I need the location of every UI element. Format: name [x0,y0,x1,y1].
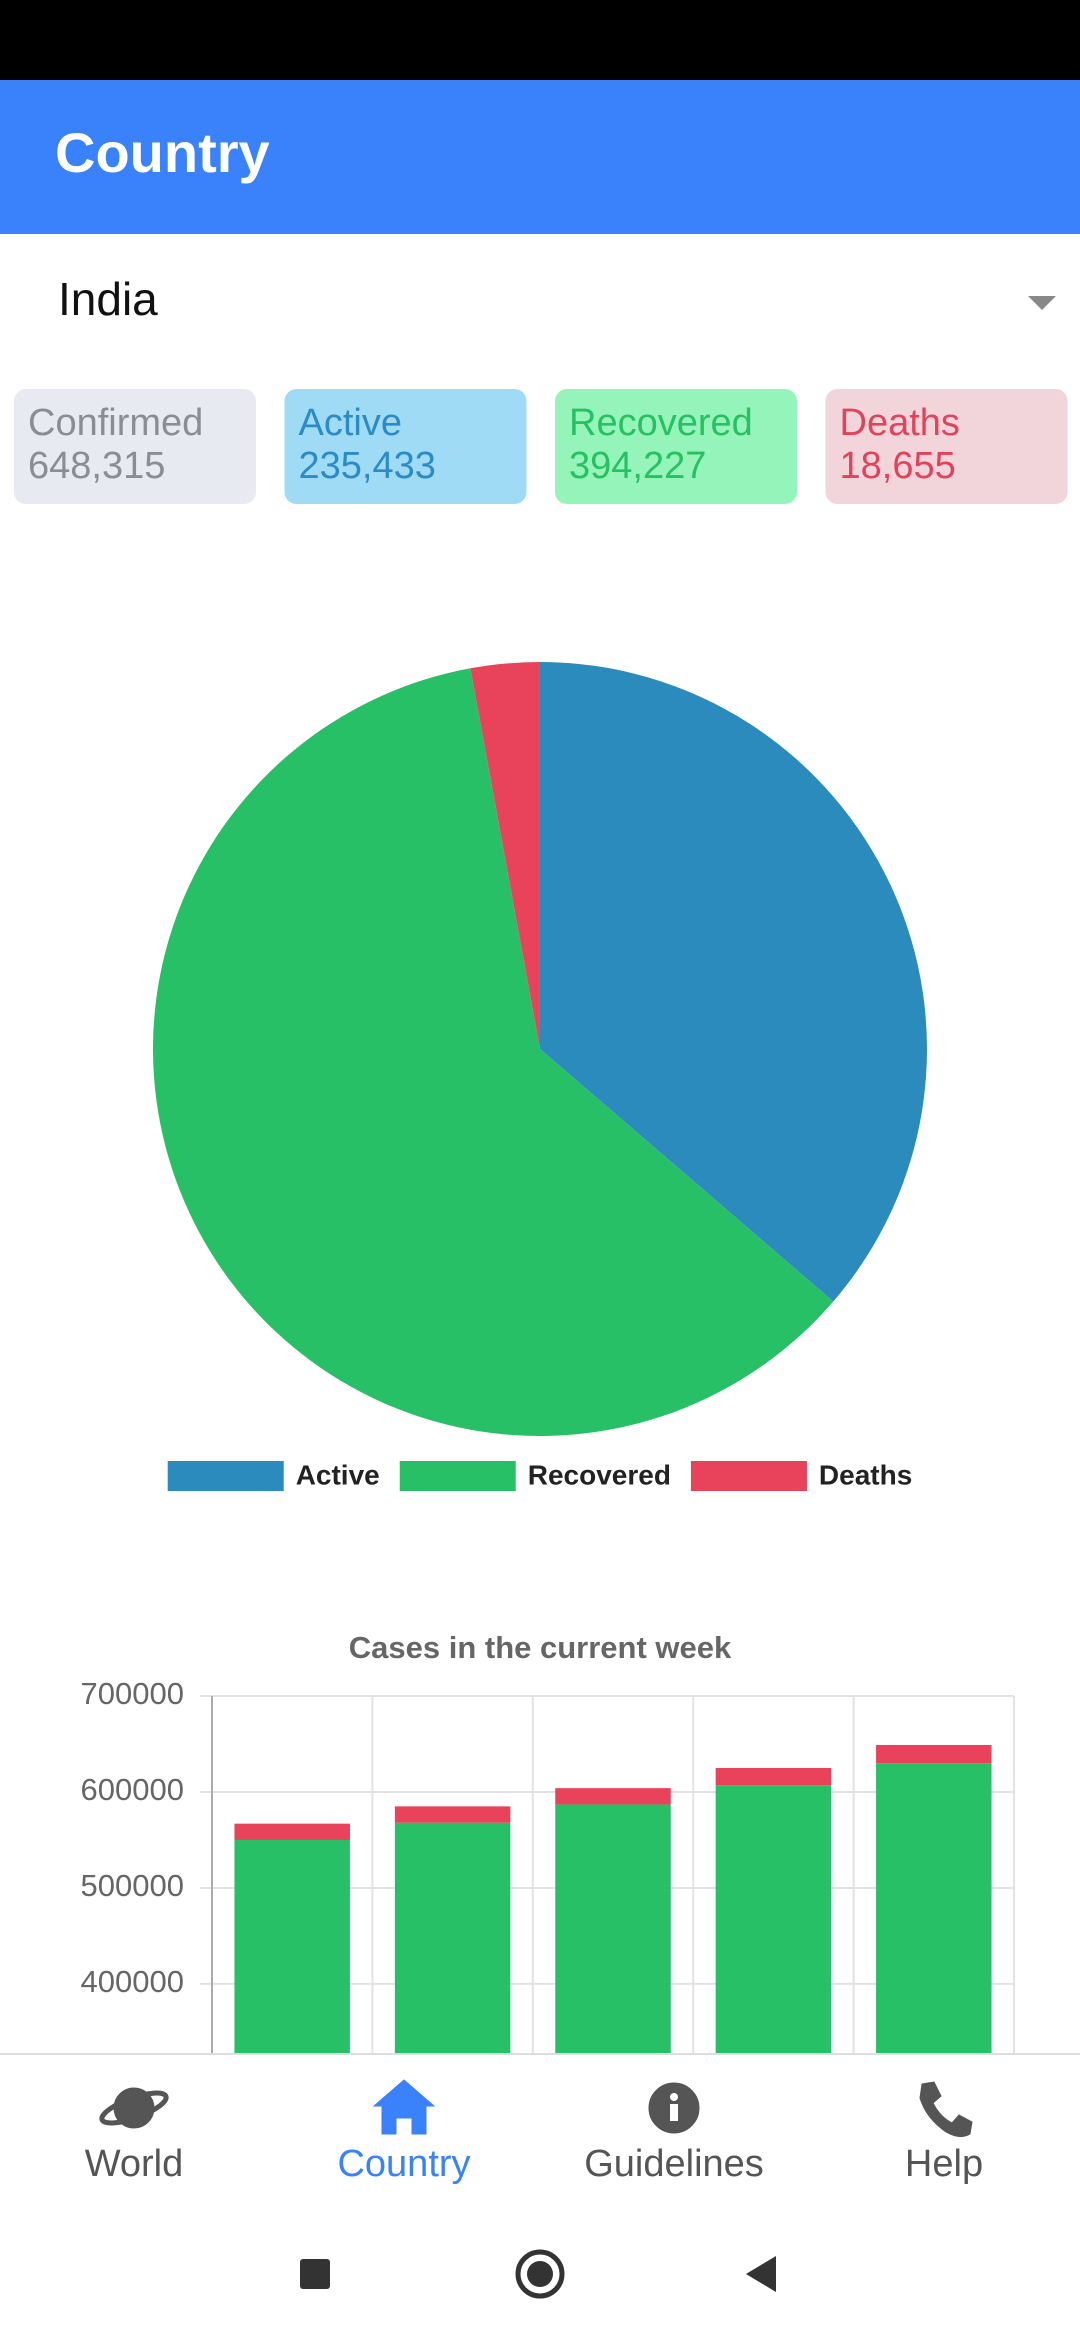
bar-segment [555,1788,671,1805]
bottom-nav: World Country Guidelines Help [0,2053,1080,2210]
home-button[interactable] [515,2249,565,2299]
y-tick-label: 400000 [81,1964,184,1999]
nav-labels: World Country Guidelines Help [85,2143,983,2185]
guidelines-icon-part[interactable] [670,2093,678,2101]
legend-label: Deaths [819,1459,912,1490]
pie-slice [470,662,540,1049]
pie-slice [540,662,928,1302]
stat-label: Active [299,402,402,444]
bar-segment [394,1822,511,2054]
nav-label[interactable]: Country [337,2143,470,2185]
bar-segment [394,1806,511,1823]
dropdown-value[interactable]: India [58,273,158,325]
legend-label: Active [296,1459,380,1490]
legend-label: Recovered [528,1459,671,1490]
y-tick-label: 500000 [81,1868,184,1903]
guidelines-icon-part[interactable] [670,2104,678,2121]
charts: Active Recovered Deaths Cases in the curren… [81,662,1015,2054]
nav-label[interactable]: World [85,2143,184,2185]
bar-segment [234,1839,350,2054]
y-tick-label: 600000 [81,1772,184,1807]
bar-segment [715,1767,832,1786]
stat-value: 648,315 [28,445,165,487]
country-icon[interactable] [372,2079,436,2135]
status-bar [0,0,1080,80]
nav-label[interactable]: Guidelines [584,2143,764,2185]
bar-segment [234,1823,350,1840]
guidelines-icon[interactable] [648,2082,700,2134]
legend-swatch [167,1461,284,1491]
world-icon-part[interactable] [99,2087,170,2129]
y-tick-label: 700000 [81,1676,184,1711]
help-icon-part[interactable] [919,2081,973,2138]
app-title: Country [55,121,270,184]
stat-value: 18,655 [840,445,956,487]
legend-swatch [690,1461,807,1491]
bar-segment [876,1763,992,2054]
nav-icons [99,2079,973,2138]
stat-value: 394,227 [569,445,706,487]
app-bar [0,80,1080,234]
country-dropdown[interactable]: India [58,273,1056,325]
stat-label: Deaths [840,402,960,444]
bar-segment [555,1804,671,2054]
chart-title: Cases in the current week [349,1630,732,1665]
stat-label: Confirmed [28,402,203,444]
world-icon[interactable] [99,2087,170,2129]
stat-card [555,389,797,504]
help-icon[interactable] [919,2081,973,2138]
legend-swatch [399,1461,516,1491]
stat-card [14,389,256,504]
system-nav [0,2210,1080,2340]
nav-label[interactable]: Help [905,2143,983,2185]
nav-bg [0,2054,1080,2210]
back-button[interactable] [746,2256,776,2292]
stat-label: Recovered [569,402,753,444]
recents-button[interactable] [300,2259,330,2289]
stat-card [284,389,527,504]
bar-segment [715,1785,832,2054]
dropdown-arrow[interactable] [1028,296,1056,310]
stat-card [825,389,1068,504]
stat-value: 235,433 [299,445,436,487]
country-icon-part[interactable] [372,2079,436,2135]
bar-segment [876,1744,992,1764]
pie-slice [153,668,834,1436]
home-button-dot[interactable] [527,2261,553,2287]
